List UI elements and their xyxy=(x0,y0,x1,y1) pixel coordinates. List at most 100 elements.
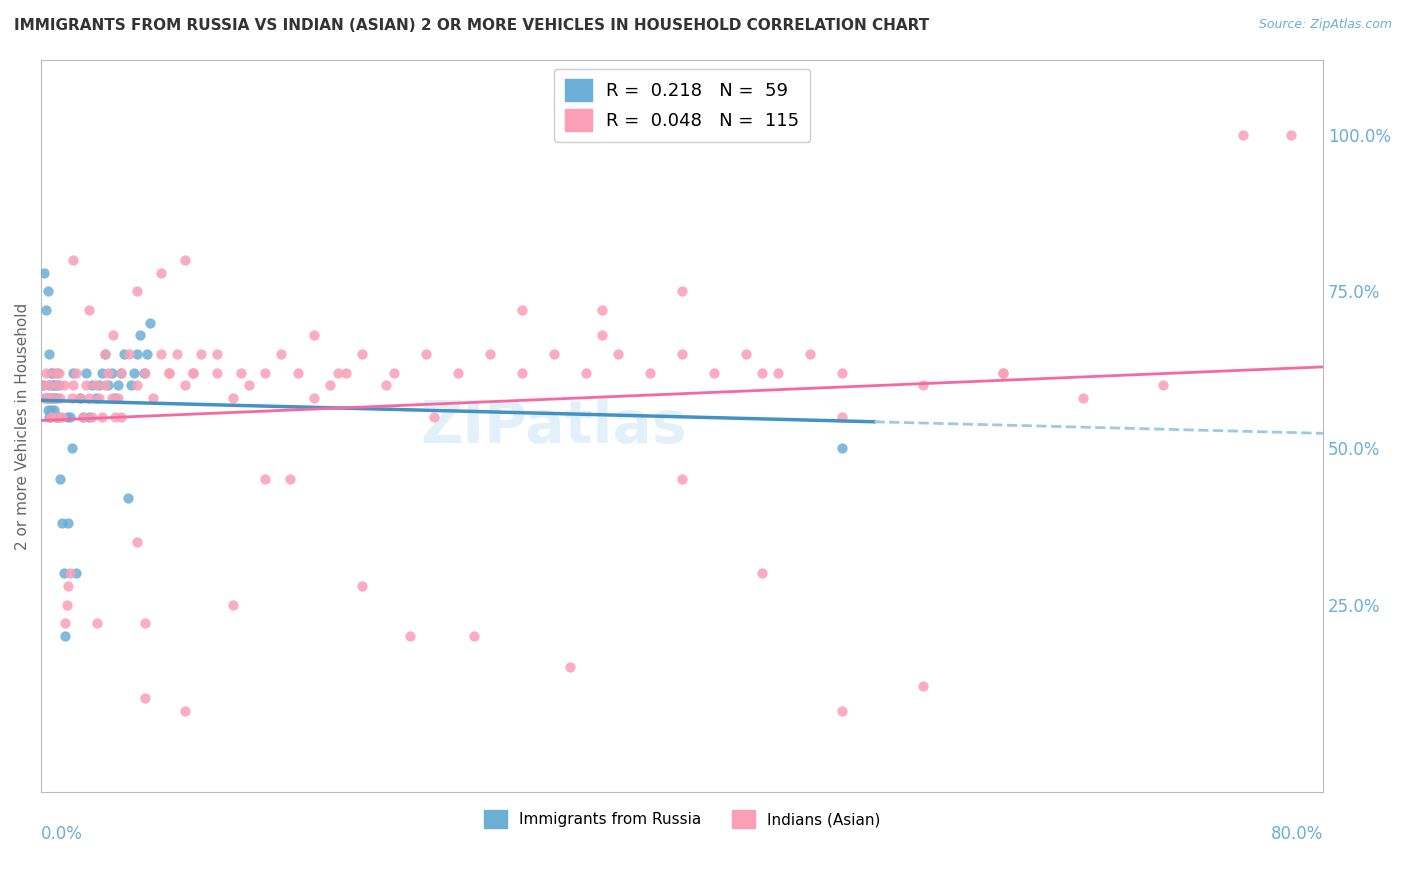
Point xyxy=(110,366,132,380)
Point xyxy=(278,472,301,486)
Point xyxy=(55,409,77,424)
Point xyxy=(157,366,180,380)
Point xyxy=(44,409,66,424)
Text: Source: ZipAtlas.com: Source: ZipAtlas.com xyxy=(1258,18,1392,31)
Point xyxy=(671,347,693,361)
Point xyxy=(254,366,277,380)
Point xyxy=(62,366,84,380)
Point xyxy=(110,366,132,380)
Point xyxy=(94,378,117,392)
Point xyxy=(44,409,66,424)
Point xyxy=(1232,128,1254,142)
Point xyxy=(591,328,613,343)
Legend: Immigrants from Russia, Indians (Asian): Immigrants from Russia, Indians (Asian) xyxy=(477,802,889,836)
Point xyxy=(53,616,76,631)
Point xyxy=(302,328,325,343)
Point xyxy=(120,378,142,392)
Point xyxy=(86,616,108,631)
Point xyxy=(382,366,405,380)
Point xyxy=(72,409,94,424)
Point xyxy=(510,366,533,380)
Point xyxy=(318,378,340,392)
Point xyxy=(65,366,87,380)
Point xyxy=(183,366,205,380)
Point xyxy=(52,378,75,392)
Point xyxy=(38,391,60,405)
Point xyxy=(287,366,309,380)
Point xyxy=(1152,378,1174,392)
Point xyxy=(100,391,122,405)
Point xyxy=(31,378,53,392)
Point xyxy=(575,366,598,380)
Point xyxy=(38,409,60,424)
Point xyxy=(142,391,165,405)
Point xyxy=(831,704,853,718)
Point xyxy=(94,347,117,361)
Point xyxy=(127,378,149,392)
Point xyxy=(87,391,110,405)
Point xyxy=(799,347,821,361)
Point xyxy=(991,366,1014,380)
Point xyxy=(82,409,104,424)
Point xyxy=(65,566,87,581)
Point xyxy=(134,691,156,706)
Point xyxy=(51,409,73,424)
Point xyxy=(127,285,149,299)
Point xyxy=(55,598,77,612)
Point xyxy=(58,516,80,530)
Text: 80.0%: 80.0% xyxy=(1271,825,1323,844)
Point xyxy=(127,347,149,361)
Point xyxy=(335,366,357,380)
Point xyxy=(37,285,59,299)
Point xyxy=(34,266,56,280)
Point xyxy=(49,472,72,486)
Text: IMMIGRANTS FROM RUSSIA VS INDIAN (ASIAN) 2 OR MORE VEHICLES IN HOUSEHOLD CORRELA: IMMIGRANTS FROM RUSSIA VS INDIAN (ASIAN)… xyxy=(14,18,929,33)
Point xyxy=(350,347,373,361)
Point xyxy=(59,409,82,424)
Point xyxy=(49,391,72,405)
Point xyxy=(638,366,661,380)
Point xyxy=(41,378,63,392)
Point xyxy=(591,303,613,318)
Point xyxy=(75,366,97,380)
Point xyxy=(831,409,853,424)
Point xyxy=(231,366,253,380)
Point xyxy=(41,366,63,380)
Point xyxy=(510,303,533,318)
Point xyxy=(129,328,152,343)
Point xyxy=(53,629,76,643)
Point xyxy=(42,366,65,380)
Point xyxy=(41,391,63,405)
Point xyxy=(107,391,129,405)
Point xyxy=(46,378,69,392)
Point xyxy=(398,629,420,643)
Point xyxy=(39,403,62,417)
Point xyxy=(735,347,758,361)
Point xyxy=(100,366,122,380)
Point xyxy=(254,472,277,486)
Point xyxy=(41,391,63,405)
Point xyxy=(48,409,70,424)
Point xyxy=(38,378,60,392)
Point xyxy=(831,441,853,455)
Point xyxy=(302,391,325,405)
Point xyxy=(447,366,470,380)
Point xyxy=(183,366,205,380)
Point xyxy=(751,566,773,581)
Point xyxy=(48,378,70,392)
Point xyxy=(104,409,127,424)
Point xyxy=(62,378,84,392)
Point xyxy=(134,366,156,380)
Point xyxy=(35,391,58,405)
Point xyxy=(35,366,58,380)
Point xyxy=(46,366,69,380)
Point xyxy=(222,598,245,612)
Point xyxy=(911,378,934,392)
Point xyxy=(75,378,97,392)
Point xyxy=(69,391,91,405)
Point xyxy=(174,378,197,392)
Point xyxy=(270,347,292,361)
Point xyxy=(82,378,104,392)
Point xyxy=(84,391,107,405)
Point xyxy=(60,391,83,405)
